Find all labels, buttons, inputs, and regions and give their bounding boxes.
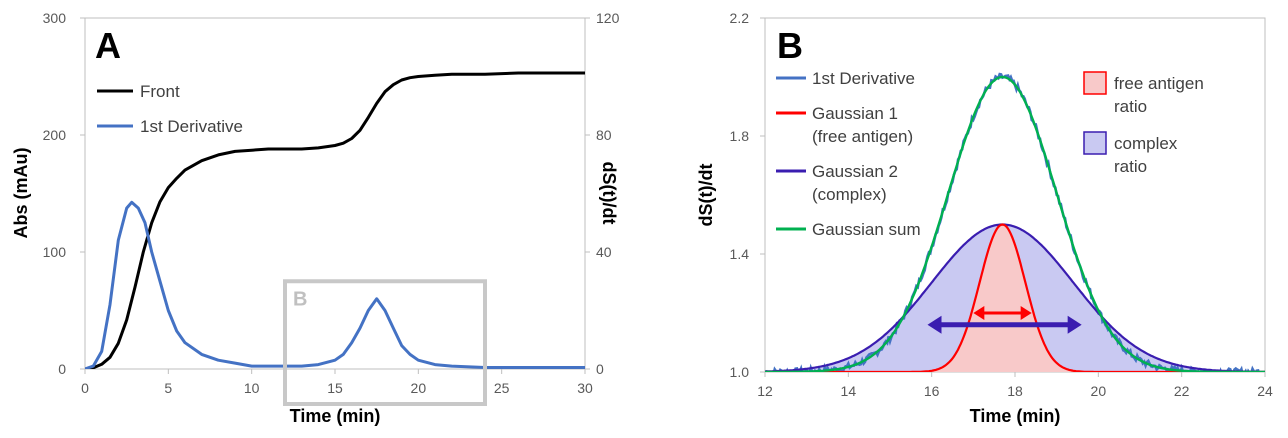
panel-b-x-tick-label: 22 [1174,383,1190,399]
legend-entry-gaussian-2-complex: Gaussian 2 [812,162,898,181]
legend-entry-gaussian-2-complex: (complex) [812,185,887,204]
panel-a-x-tick-label: 15 [327,380,343,396]
panel-a-x-tick-label: 5 [164,380,172,396]
panel-a-y2-tick-label: 80 [596,127,612,143]
panel-b-x-tick-label: 12 [757,383,773,399]
panel-a-label: A [95,25,121,66]
arrow-head-right [1020,306,1032,320]
panel-a: 0 5 10 15 20 25 30 0 100 200 300 0 40 80 120 B A Fro… [11,10,620,426]
panel-b-y-tick-label: 1.4 [730,246,750,262]
panel-a-y-tick-label: 0 [58,361,66,377]
panel-a-x-tick-label: 30 [577,380,593,396]
panel-b-x-tick-label: 16 [924,383,940,399]
legend-entry-front: Front [140,82,180,101]
legend-entry-1st-derivative: 1st Derivative [812,69,915,88]
ratio-legend-swatch-0 [1083,71,1107,95]
panel-b-label: B [777,25,803,66]
panel-a-y2-axis-title: dS(t)/dt [599,162,619,225]
panel-a-x-tick-label: 0 [81,380,89,396]
panel-b-y-tick-label: 1.0 [730,364,750,380]
panel-b-x-axis-title: Time (min) [970,406,1061,426]
panel-b-x-tick-label: 18 [1007,383,1023,399]
panel-a-x-tick-label: 25 [494,380,510,396]
zoom-box-label: B [293,288,307,310]
series-line-gaussian-1 [765,223,1265,372]
panel-a-frame [84,17,586,370]
complex-width-arrow [927,315,1082,334]
ratio-legend-label-1: complex [1114,134,1178,153]
legend-entry-gaussian-1-free-antigen: (free antigen) [812,127,913,146]
panel-a-y-tick-label: 100 [43,244,67,260]
arrow-head-left [927,315,942,334]
free-antigen-area-fill [765,224,1265,372]
panel-a-y-axis-title: Abs (mAu) [11,148,31,239]
arrow-head-right [1067,315,1082,334]
ratio-legend-label-0: free antigen [1114,74,1204,93]
series-line-gaussian-sum [765,75,1265,372]
panel-b-y-tick-label: 1.8 [730,128,750,144]
panel-b-y-axis-title: dS(t)/dt [696,164,716,227]
panel-a-x-tick-label: 10 [244,380,260,396]
free-antigen-width-arrow [973,306,1032,320]
ratio-legend-label-0: ratio [1114,97,1147,116]
panel-a-x-tick-label: 20 [411,380,427,396]
ratio-legend-swatch-1 [1083,131,1107,155]
ratio-legend-label-1: ratio [1114,157,1147,176]
panel-b: 12 14 16 18 20 22 24 1.0 1.4 1.8 2.2 B 1st Deriva… [696,10,1273,426]
panel-a-y2-tick-label: 40 [596,244,612,260]
zoom-box [283,279,487,406]
series-line-front [85,71,585,369]
series-line-1st-derivative [85,200,585,369]
panel-a-y2-tick-label: 0 [596,361,604,377]
legend-entry-gaussian-1-free-antigen: Gaussian 1 [812,104,898,123]
panel-a-x-axis-title: Time (min) [290,406,381,426]
panel-a-y-tick-label: 200 [43,127,67,143]
panel-a-y-tick-label: 300 [43,10,67,26]
legend-entry-gaussian-sum: Gaussian sum [812,220,921,239]
panel-b-y-tick-label: 2.2 [730,10,750,26]
series-line-gaussian-2 [765,223,1265,372]
panel-b-x-tick-label: 20 [1091,383,1107,399]
arrow-head-left [973,306,985,320]
legend-entry-1st-derivative: 1st Derivative [140,117,243,136]
panel-b-x-tick-label: 14 [841,383,857,399]
panel-b-x-tick-label: 24 [1257,383,1273,399]
panel-a-y2-tick-label: 120 [596,10,620,26]
